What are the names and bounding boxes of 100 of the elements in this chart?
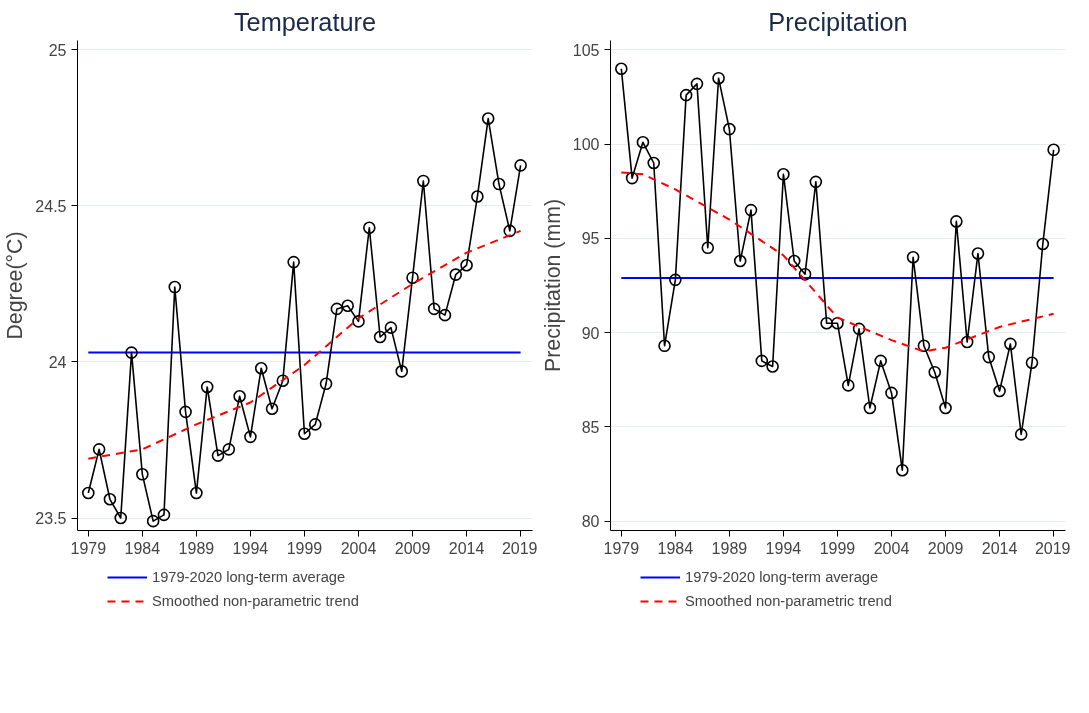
point [276, 374, 290, 387]
point [885, 386, 898, 400]
x-tick-label: 2004 [340, 539, 377, 557]
point [298, 427, 311, 441]
x-tick-label: 2014 [448, 539, 485, 557]
point [993, 384, 1006, 398]
point [92, 443, 106, 456]
point [449, 268, 463, 281]
point [244, 430, 257, 444]
point [427, 302, 441, 316]
point [766, 360, 779, 373]
point [852, 322, 866, 336]
point [658, 339, 671, 353]
point [625, 171, 639, 185]
x-tick-label: 1984 [124, 539, 161, 557]
point [647, 156, 661, 170]
point [841, 379, 855, 392]
point [460, 258, 473, 272]
point [125, 346, 138, 359]
point [103, 493, 117, 506]
y-tick-label: 85 [581, 418, 600, 436]
point [82, 486, 95, 500]
point [982, 350, 996, 364]
point [471, 190, 484, 203]
point [200, 380, 214, 394]
line-series [87, 229, 522, 460]
point [798, 267, 812, 281]
point [341, 299, 354, 313]
point [755, 354, 769, 368]
point [1014, 428, 1028, 441]
point [615, 62, 628, 76]
x-tick-label: 1984 [657, 539, 694, 557]
point [906, 250, 920, 264]
y-tick-label: 24.5 [35, 197, 67, 215]
x-tick-label: 1979 [70, 539, 107, 557]
point [917, 339, 931, 353]
point [679, 88, 693, 102]
point [157, 508, 171, 522]
x-tick-label: 2009 [927, 539, 964, 557]
point [114, 511, 128, 525]
point [254, 361, 268, 375]
x-tick-label: 1999 [819, 539, 856, 557]
point [190, 486, 203, 500]
x-tick-label: 1979 [603, 539, 640, 557]
point [514, 159, 527, 172]
y-tick-label: 100 [572, 136, 600, 154]
point [960, 335, 974, 349]
x-tick-label: 1994 [765, 539, 802, 557]
point [1025, 356, 1039, 370]
point [395, 365, 409, 378]
point [712, 71, 725, 85]
x-tick-label: 2004 [873, 539, 910, 557]
legend-label: Smoothed non-parametric trend [685, 593, 892, 609]
line-series [620, 171, 1055, 353]
x-tick-label: 2009 [394, 539, 431, 557]
point [787, 254, 801, 268]
x-tick-label: 2019 [501, 539, 538, 557]
point [417, 174, 430, 188]
point [481, 112, 495, 125]
point [971, 247, 985, 260]
y-axis-title: Precipitation (mm) [540, 198, 565, 373]
y-axis-title: Degree(°C) [3, 231, 28, 340]
x-tick-label: 1989 [711, 539, 748, 557]
y-tick-label: 25 [48, 41, 67, 59]
point [319, 377, 333, 391]
point [265, 402, 279, 416]
point [136, 468, 149, 481]
point [939, 401, 952, 415]
x-tick-label: 1989 [178, 539, 215, 557]
point [1036, 237, 1050, 251]
point [492, 177, 506, 191]
point [222, 443, 236, 456]
point [809, 175, 823, 189]
point [950, 215, 963, 228]
point [1004, 337, 1017, 351]
legend-label: 1979-2020 long-term average [152, 569, 346, 585]
point [636, 135, 650, 149]
legend-label: 1979-2020 long-term average [685, 569, 879, 585]
point [330, 302, 344, 316]
point [733, 254, 747, 268]
y-tick-label: 105 [572, 41, 600, 59]
y-tick-label: 80 [581, 513, 600, 531]
point [863, 401, 877, 415]
point [179, 405, 192, 419]
point [896, 463, 909, 477]
point [1047, 143, 1060, 157]
y-tick-label: 90 [581, 324, 600, 342]
point [211, 449, 225, 462]
y-tick-label: 95 [581, 230, 600, 248]
point [723, 122, 736, 136]
x-tick-label: 1999 [286, 539, 323, 557]
point [831, 316, 844, 330]
point [352, 315, 365, 328]
point [777, 168, 790, 181]
point [744, 203, 758, 217]
point [363, 221, 376, 235]
point [820, 316, 833, 330]
chart-title: Precipitation [768, 7, 908, 36]
legend-label: Smoothed non-parametric trend [152, 593, 359, 609]
point [373, 330, 387, 344]
